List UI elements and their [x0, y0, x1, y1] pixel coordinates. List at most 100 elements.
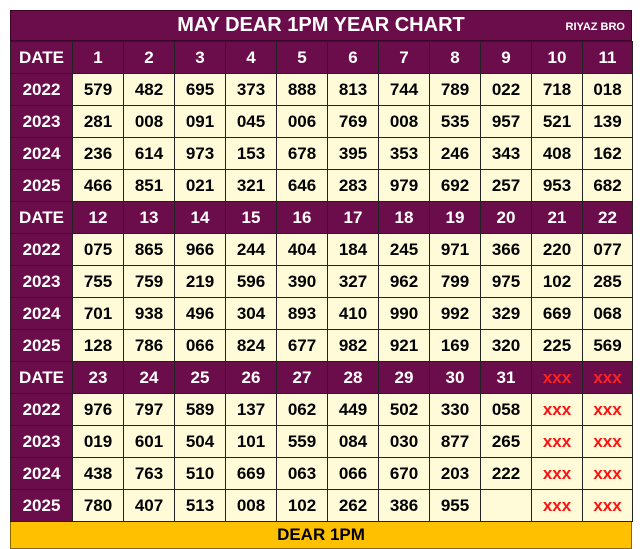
result-cell: 559 [276, 425, 328, 458]
year-row: 2025 128 786 066 824 677 982 921 169 320 225 569 [10, 329, 633, 362]
result-cell: 390 [276, 265, 328, 298]
result-cell: 139 [582, 105, 633, 138]
result-cell: 682 [582, 169, 633, 202]
day-number: 5 [276, 41, 328, 74]
placeholder-cell: xxx [531, 425, 583, 458]
result-cell: 246 [429, 137, 481, 170]
result-cell: 128 [72, 329, 124, 362]
result-cell: 701 [72, 297, 124, 330]
result-cell: 283 [327, 169, 379, 202]
result-cell: 066 [327, 457, 379, 490]
result-cell: 976 [72, 393, 124, 426]
year-label: 2024 [10, 137, 73, 170]
result-cell: 502 [378, 393, 430, 426]
year-label: 2025 [10, 489, 73, 522]
result-cell: 265 [480, 425, 532, 458]
day-number: 27 [276, 361, 328, 394]
result-cell: 075 [72, 233, 124, 266]
result-cell: 162 [582, 137, 633, 170]
result-cell: 646 [276, 169, 328, 202]
day-number: 28 [327, 361, 379, 394]
result-cell: 262 [327, 489, 379, 522]
year-row: 2023 019 601 504 101 559 084 030 877 265 xxx xxx [10, 425, 633, 458]
result-cell: 030 [378, 425, 430, 458]
result-cell: 692 [429, 169, 481, 202]
day-number: 19 [429, 201, 481, 234]
day-number: 26 [225, 361, 277, 394]
result-cell: 203 [429, 457, 481, 490]
result-cell: 321 [225, 169, 277, 202]
day-number: 6 [327, 41, 379, 74]
result-cell: 955 [429, 489, 481, 522]
year-row: 2025 780 407 513 008 102 262 386 955 xxx xxx [10, 489, 633, 522]
day-number: 25 [174, 361, 226, 394]
result-cell: 797 [123, 393, 175, 426]
placeholder-cell: xxx [531, 457, 583, 490]
result-cell: 068 [582, 297, 633, 330]
result-cell: 938 [123, 297, 175, 330]
result-cell: 449 [327, 393, 379, 426]
result-cell: 482 [123, 73, 175, 106]
result-cell: 018 [582, 73, 633, 106]
day-number: 20 [480, 201, 532, 234]
result-cell: 184 [327, 233, 379, 266]
footer-label: DEAR 1PM [277, 525, 365, 544]
chart-title: MAY DEAR 1PM YEAR CHART [177, 14, 465, 36]
result-cell: 496 [174, 297, 226, 330]
result-cell: 373 [225, 73, 277, 106]
result-cell: 780 [72, 489, 124, 522]
result-cell: 962 [378, 265, 430, 298]
year-label: 2025 [10, 169, 73, 202]
result-cell: 763 [123, 457, 175, 490]
result-cell: 236 [72, 137, 124, 170]
result-cell: 824 [225, 329, 277, 362]
day-number: 14 [174, 201, 226, 234]
day-number: 10 [531, 41, 583, 74]
result-cell: 244 [225, 233, 277, 266]
result-cell: 245 [378, 233, 430, 266]
result-cell: 219 [174, 265, 226, 298]
year-row: 2024 236 614 973 153 678 395 353 246 343 408 162 [10, 137, 633, 170]
year-row: 2022 976 797 589 137 062 449 502 330 058 xxx xxx [10, 393, 633, 426]
result-cell: 285 [582, 265, 633, 298]
year-label: 2024 [10, 297, 73, 330]
placeholder-cell: xxx [582, 393, 633, 426]
result-cell [480, 489, 532, 522]
result-cell: 395 [327, 137, 379, 170]
result-cell: 008 [378, 105, 430, 138]
result-cell: 982 [327, 329, 379, 362]
result-cell: 966 [174, 233, 226, 266]
day-number: 21 [531, 201, 583, 234]
result-cell: 410 [327, 297, 379, 330]
day-number: 24 [123, 361, 175, 394]
chart-title-bar: MAY DEAR 1PM YEAR CHART RIYAZ BRO [10, 10, 632, 41]
year-label: 2023 [10, 105, 73, 138]
placeholder-cell: xxx [531, 489, 583, 522]
result-cell: 058 [480, 393, 532, 426]
year-row: 2023 281 008 091 045 006 769 008 535 957 521 139 [10, 105, 633, 138]
result-cell: 062 [276, 393, 328, 426]
placeholder-cell: xxx [531, 393, 583, 426]
placeholder-cell: xxx [531, 361, 583, 394]
result-cell: 979 [378, 169, 430, 202]
date-header-row: DATE 23 24 25 26 27 28 29 30 31 xxx xxx [10, 361, 633, 394]
result-cell: 408 [531, 137, 583, 170]
result-cell: 973 [174, 137, 226, 170]
result-cell: 865 [123, 233, 175, 266]
result-cell: 669 [531, 297, 583, 330]
result-cell: 101 [225, 425, 277, 458]
result-cell: 589 [174, 393, 226, 426]
result-cell: 019 [72, 425, 124, 458]
day-number: 17 [327, 201, 379, 234]
result-cell: 466 [72, 169, 124, 202]
result-cell: 975 [480, 265, 532, 298]
year-label: 2022 [10, 73, 73, 106]
result-cell: 320 [480, 329, 532, 362]
results-table: DATE 1 2 3 4 5 6 7 8 9 10 11 2022 579 482 695 373 888 813 7… [10, 41, 633, 522]
placeholder-cell: xxx [582, 457, 633, 490]
year-row: 2022 579 482 695 373 888 813 744 789 022 718 018 [10, 73, 633, 106]
result-cell: 789 [429, 73, 481, 106]
result-cell: 755 [72, 265, 124, 298]
result-cell: 021 [174, 169, 226, 202]
result-cell: 569 [582, 329, 633, 362]
